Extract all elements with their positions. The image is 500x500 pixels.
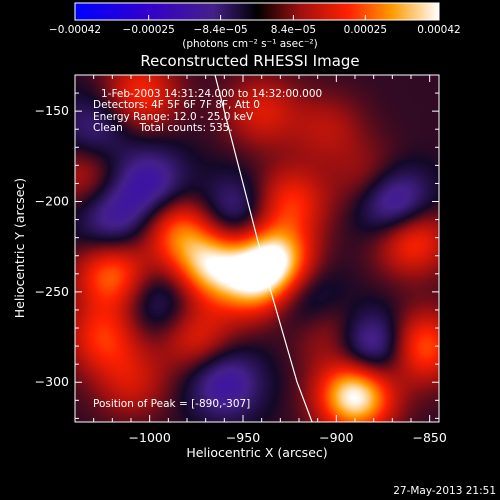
timestamp: 27-May-2013 21:51 <box>393 485 496 497</box>
colorbar-ticks: −0.00042 −0.00025 −8.4e−05 8.4e−05 0.00025 0.… <box>49 15 461 36</box>
colorbar-tick-label: 0.00025 <box>344 24 387 36</box>
colorbar-tick-label: 8.4e−05 <box>271 24 316 36</box>
colorbar-tick-label: −0.00025 <box>123 24 175 36</box>
detectors-annotation: Detectors: 4F 5F 6F 7F 8F, Att 0 <box>93 99 260 111</box>
colorbar <box>74 2 440 21</box>
colorbar-tick-label: 0.00042 <box>417 24 460 36</box>
clean-counts-annotation: Clean Total counts: 535. <box>93 122 233 134</box>
y-axis-label: Heliocentric Y (arcsec) <box>12 178 27 318</box>
colorbar-tick-label: −0.00042 <box>49 24 101 36</box>
x-axis-label: Heliocentric X (arcsec) <box>186 445 327 460</box>
peak-position-annotation: Position of Peak = [-890,-307] <box>93 398 251 410</box>
colorbar-units: (photons cm⁻² s⁻¹ asec⁻²) <box>182 38 318 50</box>
colorbar-tick-label: −8.4e−05 <box>194 24 248 36</box>
chart-title: Reconstructed RHESSI Image <box>140 52 360 70</box>
